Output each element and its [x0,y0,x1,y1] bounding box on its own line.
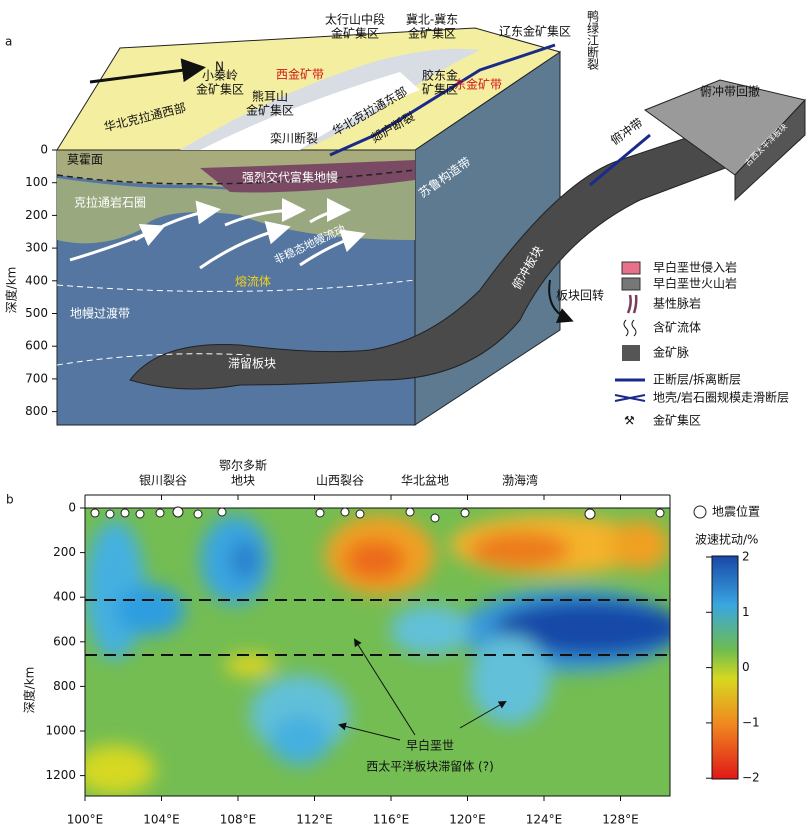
legend-label: 含矿流体 [653,320,701,335]
label: 辽东金矿集区 [499,24,571,39]
label: 滞留板块 [228,357,276,371]
legend-symbol [621,261,641,275]
label: 金矿集区 [331,26,379,41]
tick-label: 200 [53,545,76,559]
axis-title: 深度/km [4,267,19,314]
legend-label: 正断层/拆离断层 [653,372,741,387]
axis-title: 深度/km [22,667,37,714]
legend: 早白垩世侵入岩早白垩世火山岩基性脉岩含矿流体金矿脉正断层/拆离断层地壳/岩石圈规… [614,260,789,428]
label: 西太平洋板块滞留体 (?) [366,759,494,774]
legend-label: 地壳/岩石圈规模走滑断层 [653,390,789,405]
label: 胶东金 [422,68,458,83]
tick-label: 124°E [526,813,563,827]
label: 地幔过渡带 [70,306,130,321]
tick-label: 700 [25,371,48,385]
tick-label: 1000 [45,724,76,738]
tick-label: 500 [25,306,48,320]
tick-label: −1 [742,715,760,729]
label: 强烈交代富集地幔 [242,170,338,185]
legend-symbol: ⚒ [624,414,635,428]
tick-label: 2 [742,550,750,564]
legend-label: 早白垩世侵入岩 [653,260,737,275]
block-diagram [56,27,806,426]
tick-label: 1 [742,605,750,619]
label: 渤海湾 [502,473,538,488]
tick-label: 128°E [602,813,639,827]
tick-label: 200 [25,208,48,222]
depth-axis: 0 100 200 300 400 500 600 700 800 [25,143,57,418]
label: 鄂尔多斯 [219,458,267,473]
tick-label: 0 [40,143,48,157]
tick-label: 800 [25,404,48,418]
label: 华北盆地 [401,474,449,488]
label: 冀北-冀东 [406,13,458,27]
tick-label: 0 [68,501,76,515]
label: 西金矿带 [276,67,324,82]
legend-symbol [623,319,637,337]
north-label: N [215,60,224,74]
tick-label: 100 [25,175,48,189]
tomography [85,508,670,796]
label: 矿集区 [422,82,458,97]
label: 金矿集区 [408,26,456,41]
tick-label: 400 [25,273,48,287]
axes: 0 200 400 600 800 1000 1200 100°E 104°E 108°E 112°… [45,495,760,827]
label: 俯冲带回撤 [700,84,760,99]
legend-label: 金矿集区 [653,413,701,428]
label: 克拉通岩石圈 [74,195,146,210]
label: 东金矿带 [454,77,502,92]
label: 鸭绿江断裂 [586,10,600,70]
legend-symbol [622,345,640,361]
tick-label: 104°E [143,813,180,827]
label: 金矿集区 [196,82,244,97]
label: 熔流体 [235,274,271,289]
colorbar-title: 波速扰动/% [695,533,758,547]
label: 莫霍面 [67,153,103,167]
label: 栾川断裂 [270,131,318,146]
tick-label: 0 [742,660,750,674]
tick-label: 112°E [296,813,333,827]
legend-symbol [621,277,641,291]
label: 板块回转 [556,288,604,303]
tick-label: 108°E [220,813,257,827]
label: 熊耳山 [252,89,288,104]
tick-label: 100°E [67,813,104,827]
panel-b-labels: b 银川裂谷 鄂尔多斯 地块 山西裂谷 华北盆地 渤海湾 地震位置 波速扰动/%… [6,458,760,827]
label: 山西裂谷 [316,474,364,488]
tick-label: −2 [742,771,760,785]
tick-label: 600 [53,634,76,648]
legend-label: 早白垩世火山岩 [653,276,737,291]
tick-label: 300 [25,241,48,255]
legend-symbol [614,394,646,402]
legend-label: 地震位置 [712,504,760,519]
label: 地块 [231,474,255,488]
label: 太行山中段 [325,12,385,27]
legend-label: 金矿脉 [653,345,689,360]
label: 金矿集区 [246,103,294,118]
legend-label: 基性脉岩 [653,296,701,311]
tick-label: 1200 [45,768,76,782]
tick-label: 400 [53,590,76,604]
label: 银川裂谷 [139,474,187,488]
panel-b-frame [84,494,739,797]
panel-label: a [5,35,12,49]
label: 早白垩世 [406,738,454,753]
tick-label: 120°E [449,813,486,827]
tick-label: 800 [53,679,76,693]
panel-label: b [6,493,14,507]
legend-symbol [626,294,638,314]
tick-label: 116°E [373,813,410,827]
label: 小秦岭 [202,69,238,83]
tick-label: 600 [25,339,48,353]
